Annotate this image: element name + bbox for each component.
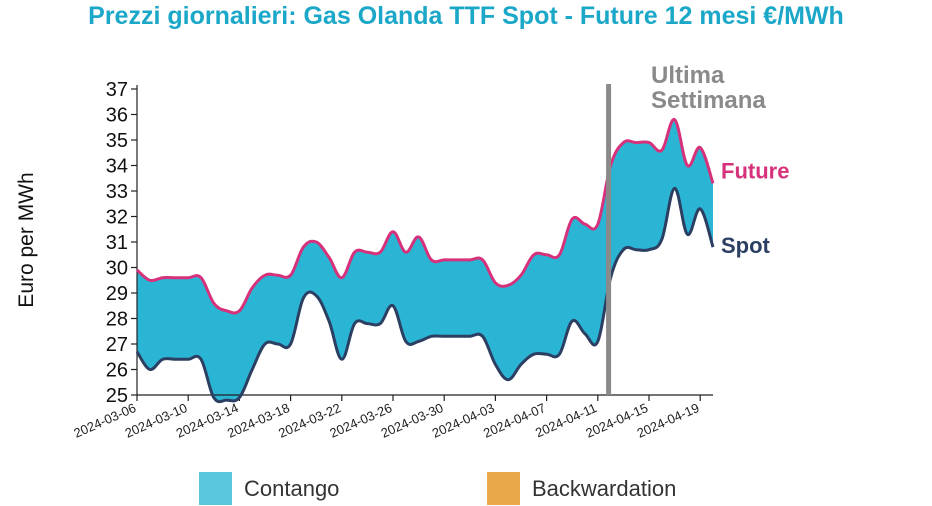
- y-tick-label: 35: [106, 130, 128, 152]
- y-axis-label: Euro per MWh: [15, 172, 38, 307]
- legend-swatch-backwardation: [487, 472, 520, 505]
- y-tick-label: 28: [106, 309, 128, 331]
- y-tick-label: 31: [106, 232, 128, 254]
- series-lines: Future Spot: [135, 118, 789, 404]
- legend: Contango Backwardation: [0, 472, 932, 506]
- legend-item-backwardation: Backwardation: [487, 472, 676, 505]
- legend-item-contango: Contango: [199, 472, 339, 505]
- x-axis: 2024-03-062024-03-102024-03-142024-03-18…: [71, 394, 713, 441]
- y-tick-label: 25: [106, 385, 128, 407]
- spot-series-label: Spot: [721, 233, 771, 258]
- chart-title: Prezzi giornalieri: Gas Olanda TTF Spot …: [88, 2, 844, 30]
- legend-swatch-contango: [199, 472, 232, 505]
- y-tick-label: 37: [106, 79, 128, 101]
- y-tick-label: 29: [106, 283, 128, 305]
- contango-area-group: [137, 119, 713, 402]
- spot-line: [135, 186, 715, 404]
- y-axis: 25 26 27 28 29 30 31 32 33 34 35 36 37: [106, 79, 138, 407]
- annotation-line2: Settimana: [651, 87, 766, 114]
- legend-label-backwardation: Backwardation: [532, 475, 677, 501]
- contango-area: [137, 119, 713, 402]
- future-line: [136, 118, 715, 315]
- y-tick-label: 26: [106, 360, 128, 382]
- annotation-line1: Ultima: [651, 62, 725, 89]
- y-tick-label: 33: [106, 181, 128, 203]
- y-tick-label: 30: [106, 258, 128, 280]
- future-series-label: Future: [721, 158, 789, 183]
- chart-plot: 25 26 27 28 29 30 31 32 33 34 35 36 37 2024-03-06202…: [15, 62, 789, 441]
- y-tick-label: 36: [106, 105, 128, 127]
- legend-label-contango: Contango: [244, 475, 340, 501]
- y-tick-label: 27: [106, 334, 128, 356]
- y-tick-label: 32: [106, 207, 128, 229]
- y-tick-label: 34: [106, 156, 128, 178]
